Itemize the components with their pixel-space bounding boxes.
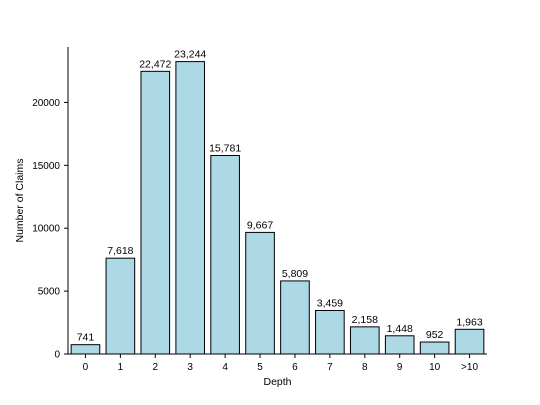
x-tick-label: 5 [257,362,263,373]
x-tick-label: 10 [429,362,441,373]
bar [384,335,415,355]
x-tick-label: 7 [327,362,333,373]
bar [349,326,380,355]
x-tick-label: 9 [397,362,403,373]
bar [245,231,275,355]
x-tick-label: >10 [461,362,478,373]
y-axis-ticks: 0 5000 10000 15000 20000 [32,98,68,361]
y-axis-title: Number of Claims [14,158,26,242]
bar-value-label: 1,448 [387,323,413,335]
x-tick-label: 3 [187,362,193,373]
x-tick-label: 1 [118,362,124,373]
x-axis-ticks: 0 1 2 3 4 5 6 7 8 9 10 >10 [83,354,478,373]
bar-value-label: 5,809 [282,268,308,280]
bar [70,344,101,355]
bar-value-label: 1,963 [456,316,482,328]
y-tick-label: 15000 [32,161,60,172]
bar [315,309,345,355]
bar [419,341,450,355]
bar [105,257,136,355]
bar [140,70,171,355]
bar-value-label: 7,618 [107,245,133,257]
bar-value-label: 741 [77,332,95,344]
bar-value-label: 952 [426,329,444,341]
bar-value-label: 9,667 [247,219,273,231]
bar [175,61,206,355]
x-tick-label: 2 [153,362,159,373]
x-tick-label: 8 [362,362,368,373]
bar [454,328,485,355]
y-tick-label: 0 [54,350,60,361]
y-tick-label: 10000 [32,224,60,235]
y-tick-label: 5000 [38,287,61,298]
bar [210,154,240,355]
x-tick-label: 0 [83,362,89,373]
bar-value-label: 15,781 [209,142,241,154]
y-tick-label: 20000 [32,98,60,109]
x-axis-title: Depth [263,376,291,388]
bar-value-label: 3,459 [317,297,343,309]
bar-value-label: 23,244 [174,49,206,61]
x-tick-label: 6 [292,362,298,373]
bar [280,280,310,355]
bars [70,61,485,355]
bar-value-label: 2,158 [352,314,378,326]
bar-value-label: 22,472 [139,58,171,70]
x-tick-label: 4 [222,362,228,373]
